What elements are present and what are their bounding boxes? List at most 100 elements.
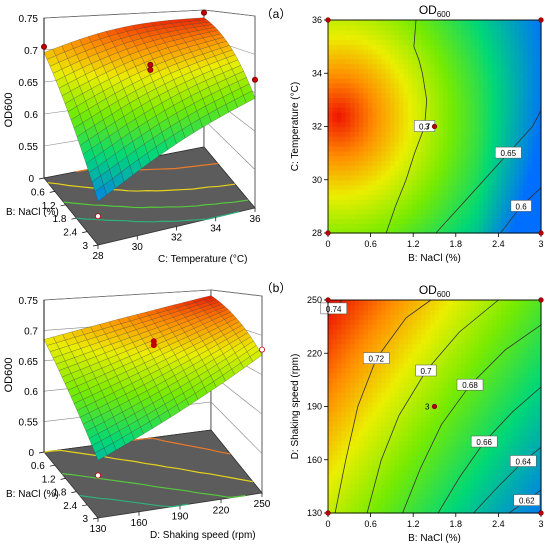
contour-a-field-cell (425, 160, 431, 166)
contour-b-field-cell (399, 396, 405, 403)
contour-a-field-cell (350, 203, 356, 210)
contour-a-field-cell (496, 44, 502, 50)
contour-a-field-cell (443, 49, 449, 55)
contour-a-field-cell (505, 141, 511, 147)
contour-a-field-cell (478, 155, 484, 161)
contour-b-field-cell (363, 474, 369, 480)
contour-b-field-cell (367, 396, 373, 403)
contour-b-field-cell (403, 508, 409, 514)
contour-a-field-cell (421, 213, 427, 220)
contour-a-field-cell (452, 203, 458, 210)
contour-b-field-cell (465, 333, 471, 340)
contour-b-field-cell (438, 304, 444, 311)
contour-a-field-cell (487, 121, 493, 128)
contour-a-field-cell (474, 199, 480, 205)
contour-a-field-cell (434, 199, 440, 205)
contour-a-field-cell (483, 24, 489, 31)
contour-a-field-cell (359, 165, 365, 171)
contour-b-field-cell (532, 353, 538, 359)
contour-a-contour-label: 0.7 (419, 123, 431, 132)
contour-a-field-cell (478, 174, 484, 181)
surface-a-nacl-tick: 3 (82, 241, 88, 252)
contour-b-field-cell (399, 411, 405, 417)
contour-b-field-cell (496, 329, 502, 335)
contour-a-field-cell (412, 78, 418, 84)
contour-b-field-cell (394, 304, 400, 311)
contour-b-field-cell (474, 304, 480, 311)
contour-a-field-cell (456, 29, 462, 36)
contour-a-field-cell (421, 174, 427, 181)
contour-a-field-cell (487, 39, 493, 45)
contour-b-field-cell (496, 391, 502, 398)
contour-a-field-cell (336, 82, 342, 89)
surface-a-nacl-tickmark (71, 217, 77, 220)
contour-a-field-cell (345, 102, 351, 108)
contour-a-field-cell (438, 68, 444, 74)
contour-a-field-cell (487, 136, 493, 142)
contour-b-field-cell (407, 391, 413, 398)
contour-a-field-cell (385, 145, 391, 152)
contour-b-field-cell (456, 450, 462, 456)
contour-a-field-cell (501, 184, 507, 191)
contour-b-field-cell (527, 503, 533, 509)
contour-b-field-cell (341, 464, 347, 471)
contour-b-field-cell (478, 445, 484, 451)
contour-a-field-cell (332, 126, 338, 132)
contour-b-field-cell (354, 416, 360, 422)
contour-b-field-cell (425, 474, 431, 480)
contour-a-field-cell (456, 49, 462, 55)
contour-a-field-cell (332, 208, 338, 215)
contour-a-field-cell (412, 223, 418, 229)
contour-a-field-cell (372, 78, 378, 84)
contour-b-field-cell (381, 314, 387, 320)
contour-b-field-cell (390, 319, 396, 325)
contour-b-field-cell (470, 338, 476, 345)
surface-a-floor-contour (63, 199, 249, 209)
contour-a-field-cell (483, 53, 489, 60)
contour-a-field-cell (465, 107, 471, 113)
contour-a-field-cell (421, 58, 427, 65)
contour-a-field-cell (363, 116, 369, 123)
contour-b-field-cell (403, 430, 409, 437)
surface-a-z-tick: 0.65 (19, 78, 39, 89)
contour-a-field-cell (523, 174, 529, 181)
contour-a-field-cell (536, 179, 542, 186)
contour-b-field-cell (509, 474, 515, 480)
contour-b-field-cell (443, 488, 449, 495)
contour-a-field-cell (447, 39, 453, 45)
contour-b-field-cell (403, 411, 409, 417)
contour-b-field-cell (341, 387, 347, 393)
contour-b-field-cell (412, 440, 418, 446)
contour-a-field-cell (359, 155, 365, 161)
contour-a-field-cell (492, 136, 498, 142)
contour-b-field-cell (465, 329, 471, 335)
contour-b-field-cell (478, 430, 484, 437)
contour-b-field-cell (390, 430, 396, 437)
contour-a-field-cell (501, 136, 507, 142)
contour-b-field-cell (518, 372, 524, 379)
contour-a-field-cell (447, 107, 453, 113)
contour-a-field-cell (332, 141, 338, 147)
contour-a-field-cell (514, 194, 520, 200)
contour-a-field-cell (376, 111, 382, 118)
contour-a-field-cell (447, 184, 453, 191)
contour-a-field-cell (509, 34, 515, 40)
contour-b-field-cell (505, 377, 511, 383)
contour-b-field-cell (447, 358, 453, 364)
contour-a-field-cell (465, 145, 471, 152)
contour-b-field-cell (354, 469, 360, 475)
contour-b-field-cell (478, 319, 484, 325)
contour-b-field-cell (394, 314, 400, 320)
contour-b-field-cell (523, 348, 529, 354)
contour-a-field-cell (430, 223, 436, 229)
contour-a-field-cell (470, 194, 476, 200)
contour-b-field-cell (372, 445, 378, 451)
contour-b-field-cell (390, 314, 396, 320)
contour-b-field-cell (461, 488, 467, 495)
contour-a-field-cell (496, 131, 502, 137)
contour-a-field-cell (487, 34, 493, 40)
contour-b-field-cell (527, 324, 533, 330)
contour-b-field-cell (354, 445, 360, 451)
contour-b-field-cell (394, 387, 400, 393)
contour-b-field-cell (470, 411, 476, 417)
